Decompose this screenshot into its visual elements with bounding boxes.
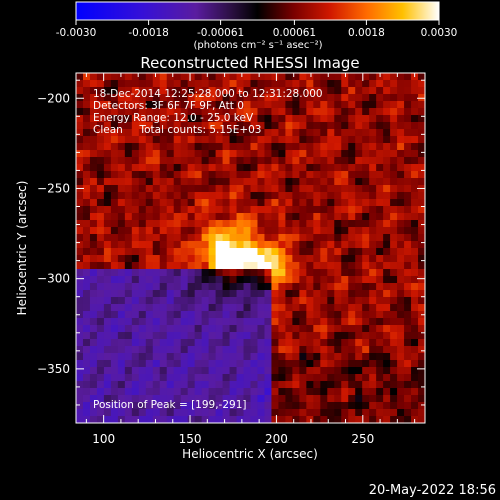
y-axis-ticks (76, 79, 425, 406)
y-tick-label: −200 (37, 91, 70, 105)
solar-image (76, 73, 425, 423)
y-tick-label: −350 (37, 362, 70, 376)
colorbar-tick-label: -0.0018 (128, 27, 169, 39)
info-line-clean: Clean Total counts: 5.15E+03 (93, 124, 262, 136)
colorbar-gradient (75, 1, 440, 21)
y-axis-tick-labels: −200 −250 −300 −350 (37, 91, 70, 376)
x-tick-label: 150 (179, 432, 202, 446)
colorbar: -0.0030 -0.0018 -0.00061 0.00061 0.0018 0.003… (56, 1, 458, 51)
x-axis-tick-labels: 100 150 200 250 (92, 432, 374, 446)
colorbar-tick-label: 0.0030 (421, 27, 458, 39)
image-pixels (76, 73, 425, 423)
footer-timestamp: 20-May-2022 18:56 (369, 483, 496, 498)
x-axis-ticks (85, 73, 416, 423)
x-tick-label: 250 (351, 432, 374, 446)
colorbar-tick-label: -0.0030 (56, 27, 97, 39)
info-panel: 18-Dec-2014 12:25:28.000 to 12:31:28.000… (93, 88, 323, 136)
plot-frame (75, 72, 426, 424)
peak-position-label: Position of Peak = [199,-291] (93, 399, 247, 411)
colorbar-tick-label: -0.00061 (197, 27, 244, 39)
x-tick-label: 200 (265, 432, 288, 446)
colorbar-tick-label: 0.0018 (348, 27, 385, 39)
x-tick-label: 100 (92, 432, 115, 446)
info-line-detectors: Detectors: 3F 6F 7F 9F, Att 0 (93, 100, 244, 112)
info-line-time: 18-Dec-2014 12:25:28.000 to 12:31:28.000 (93, 88, 323, 100)
colorbar-tick-label: 0.00061 (273, 27, 316, 39)
x-axis-label: Heliocentric X (arcsec) (182, 447, 318, 461)
y-tick-label: −250 (37, 181, 70, 195)
colorbar-ticks (75, 20, 440, 25)
y-tick-label: −300 (37, 272, 70, 286)
y-axis-label: Heliocentric Y (arcsec) (15, 181, 29, 316)
plot-title: Reconstructed RHESSI Image (140, 54, 359, 72)
colorbar-tick-labels: -0.0030 -0.0018 -0.00061 0.00061 0.0018 0.003… (56, 27, 458, 39)
colorbar-unit-label: (photons cm⁻² s⁻¹ asec⁻²) (193, 40, 322, 51)
info-line-energy: Energy Range: 12.0 - 25.0 keV (93, 112, 254, 124)
